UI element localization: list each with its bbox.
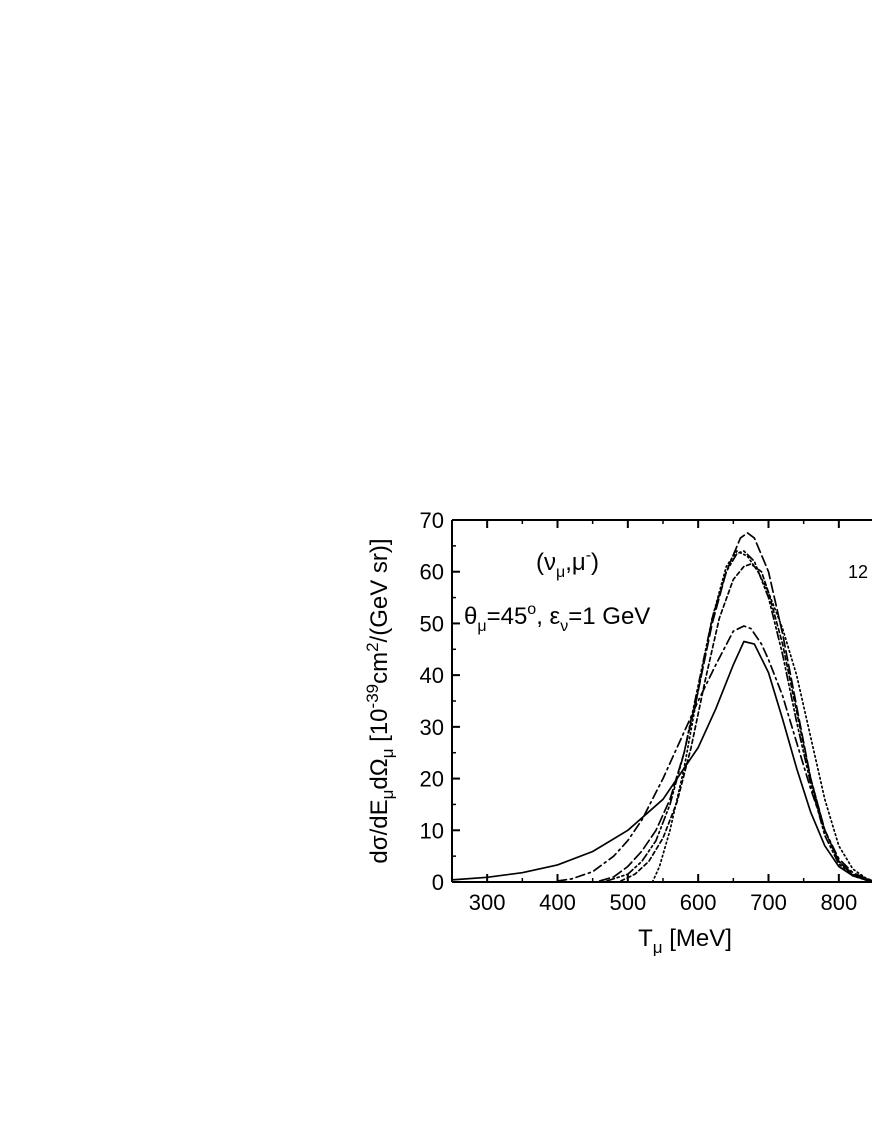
y-tick-label: 30	[420, 715, 444, 740]
y-tick-label: 50	[420, 611, 444, 636]
y-tick-label: 10	[420, 818, 444, 843]
y-tick-label: 0	[432, 870, 444, 895]
y-tick-label: 70	[420, 508, 444, 533]
x-tick-label: 500	[609, 890, 646, 915]
x-tick-label: 400	[539, 890, 576, 915]
x-axis-title: Tμ [MeV]	[638, 925, 732, 957]
x-tick-label: 300	[469, 890, 506, 915]
axes	[451, 519, 872, 883]
series-line-2	[556, 625, 872, 882]
x-tick-label: 700	[750, 890, 787, 915]
kinematics-annotation: θμ=45o, εν=1 GeV	[464, 601, 650, 635]
series-line-6	[651, 550, 872, 883]
x-tick-label: 600	[680, 890, 717, 915]
y-axis-title: dσ/dEμdΩμ [10-39cm2/(GeV sr)]	[363, 538, 397, 863]
series-line-1	[451, 640, 872, 882]
plot-lines	[451, 532, 872, 883]
y-tick-label: 20	[420, 767, 444, 792]
ticks: 300 400 500 600 700 800 0 10 20 30 40 50 60 70	[420, 508, 858, 915]
series-line-3	[598, 532, 872, 882]
series-line-5	[619, 563, 872, 883]
y-tick-label: 60	[420, 560, 444, 585]
series-line-4	[605, 550, 872, 883]
partial-label: 12	[848, 562, 868, 582]
y-tick-label: 40	[420, 663, 444, 688]
reaction-annotation: (νμ,μ-)	[536, 547, 599, 581]
x-tick-label: 800	[820, 890, 857, 915]
